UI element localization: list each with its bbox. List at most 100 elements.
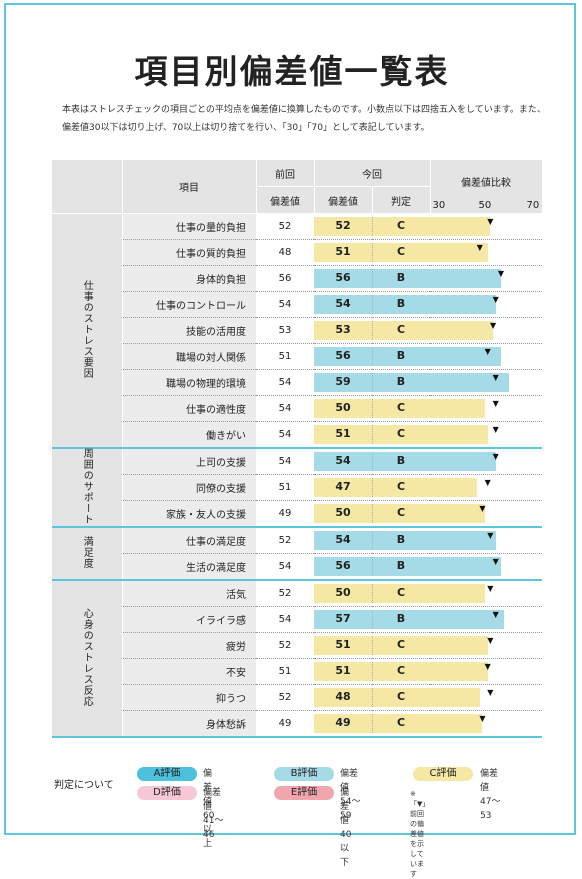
current-grade: C xyxy=(396,586,406,599)
item-label: 同僚の支援 xyxy=(122,474,256,501)
item-label: 生活の満足度 xyxy=(122,553,256,581)
cell-divider xyxy=(372,425,373,444)
cell-divider xyxy=(372,610,373,629)
legend-grade-range: 偏差値47〜53 xyxy=(480,769,501,821)
current-score: 50 xyxy=(335,586,351,599)
table-row: 不安 51 51 C ▼ xyxy=(52,658,542,685)
score-bar xyxy=(314,425,488,444)
current-grade: C xyxy=(396,716,406,729)
previous-score-marker-icon: ▼ xyxy=(476,243,483,252)
previous-score: 52 xyxy=(256,632,314,659)
previous-score-marker-icon: ▼ xyxy=(492,610,499,619)
current-score-bar-cell: 53 C ▼ xyxy=(314,317,542,344)
previous-score: 49 xyxy=(256,710,314,738)
score-bar xyxy=(314,295,496,314)
cell-divider xyxy=(372,714,373,733)
header-item: 項目 xyxy=(122,160,257,214)
cell-divider xyxy=(372,478,373,497)
previous-score: 54 xyxy=(256,448,314,475)
score-bar xyxy=(314,504,485,523)
score-bar xyxy=(314,636,488,655)
current-grade: C xyxy=(396,427,406,440)
current-score: 56 xyxy=(335,559,351,572)
legend-grade-badge: D評価 xyxy=(137,786,197,800)
previous-score-marker-icon: ▼ xyxy=(492,452,499,461)
category-label: 満足度 xyxy=(52,527,123,581)
score-bar xyxy=(314,452,496,471)
item-label: 仕事のコントロール xyxy=(122,291,256,318)
scale-label-30: 30 xyxy=(432,200,446,211)
legend-note: ※「▼」前回の偏差値を示しています xyxy=(410,790,430,878)
current-grade: C xyxy=(396,690,406,703)
previous-score: 49 xyxy=(256,500,314,528)
current-score-bar-cell: 47 C ▼ xyxy=(314,474,542,501)
current-score: 57 xyxy=(335,612,351,625)
category-label-text: 心身のストレス反応 xyxy=(81,607,93,707)
cell-divider xyxy=(372,452,373,471)
compare-scale: 30 50 70 xyxy=(431,200,542,212)
current-score: 51 xyxy=(335,664,351,677)
score-bar xyxy=(314,399,485,418)
score-bar xyxy=(314,662,488,681)
legend-title: 判定について xyxy=(54,780,114,791)
current-score-bar-cell: 50 C ▼ xyxy=(314,580,542,607)
scale-label-50: 50 xyxy=(478,200,492,211)
previous-score-marker-icon: ▼ xyxy=(492,373,499,382)
previous-score-marker-icon: ▼ xyxy=(484,478,491,487)
item-label: 働きがい xyxy=(122,421,256,449)
item-label: 仕事の適性度 xyxy=(122,395,256,422)
table-row: 心身のストレス反応 活気 52 50 C ▼ xyxy=(52,580,542,738)
legend-grade-range: 偏差値40以下 xyxy=(340,788,352,868)
score-bar xyxy=(314,714,483,733)
score-bar xyxy=(314,688,480,707)
legend-grade-range: 偏差値54〜59 xyxy=(340,769,361,821)
previous-score-marker-icon: ▼ xyxy=(479,714,486,723)
item-label: 職場の対人関係 xyxy=(122,343,256,370)
previous-score-marker-icon: ▼ xyxy=(484,662,491,671)
previous-score-marker-icon: ▼ xyxy=(492,425,499,434)
header-compare: 偏差値比較 30 50 70 xyxy=(430,160,543,214)
table-row: 技能の活用度 53 53 C ▼ xyxy=(52,317,542,344)
current-score: 54 xyxy=(335,297,351,310)
cell-divider xyxy=(372,217,373,236)
table-row: 仕事のコントロール 54 54 B ▼ xyxy=(52,291,542,318)
current-score: 56 xyxy=(335,349,351,362)
current-score-bar-cell: 54 B ▼ xyxy=(314,291,542,318)
current-score: 56 xyxy=(335,271,351,284)
score-bar xyxy=(314,321,493,340)
table-row: 抑うつ 52 48 C ▼ xyxy=(52,684,542,711)
current-score-bar-cell: 59 B ▼ xyxy=(314,369,542,396)
score-bar xyxy=(314,347,501,366)
previous-score-marker-icon: ▼ xyxy=(487,636,494,645)
current-grade: B xyxy=(396,297,406,310)
header-current: 今回 xyxy=(314,160,431,187)
table-row: 仕事の適性度 54 50 C ▼ xyxy=(52,395,542,422)
score-bar xyxy=(314,478,478,497)
score-bar xyxy=(314,243,488,262)
cell-divider xyxy=(372,584,373,603)
score-bar xyxy=(314,610,504,629)
previous-score: 51 xyxy=(256,474,314,501)
item-label: 仕事の質的負担 xyxy=(122,239,256,266)
item-label: イライラ感 xyxy=(122,606,256,633)
category-label-text: 仕事のストレス要因 xyxy=(81,279,93,379)
table-row: 疲労 52 51 C ▼ xyxy=(52,632,542,659)
current-score-bar-cell: 51 C ▼ xyxy=(314,239,542,266)
previous-score: 52 xyxy=(256,527,314,554)
scale-label-70: 70 xyxy=(526,200,540,211)
previous-score: 51 xyxy=(256,343,314,370)
previous-score: 51 xyxy=(256,658,314,685)
table-row: 職場の対人関係 51 56 B ▼ xyxy=(52,343,542,370)
current-grade: B xyxy=(396,375,406,388)
previous-score-marker-icon: ▼ xyxy=(479,504,486,513)
previous-score-marker-icon: ▼ xyxy=(492,295,499,304)
score-table-body: 仕事のストレス要因 仕事の量的負担 52 52 C ▼ 仕事の質的負担 48 51 C ▼ 身体的負担… xyxy=(52,213,542,738)
cell-divider xyxy=(372,399,373,418)
current-grade: C xyxy=(396,401,406,414)
previous-score: 54 xyxy=(256,291,314,318)
current-score-bar-cell: 48 C ▼ xyxy=(314,684,542,711)
previous-score: 52 xyxy=(256,684,314,711)
previous-score: 48 xyxy=(256,239,314,266)
table-row: 身体的負担 56 56 B ▼ xyxy=(52,265,542,292)
header-current-score: 偏差値 xyxy=(314,186,373,214)
